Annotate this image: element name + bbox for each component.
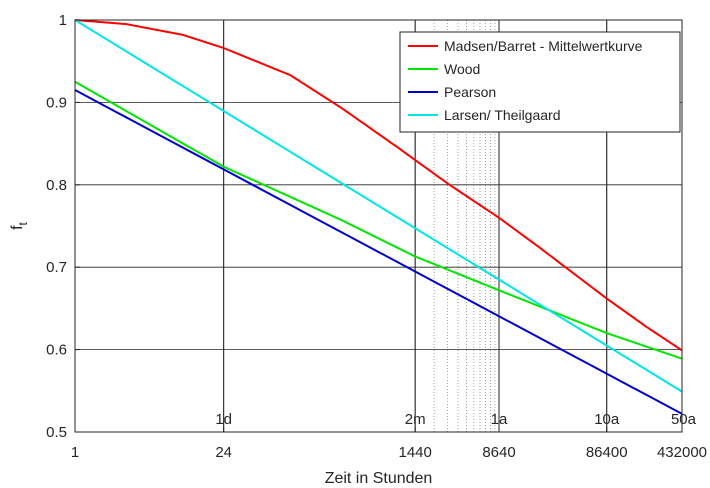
x-tick-label: 8640 (482, 444, 515, 461)
series-line (74, 19, 683, 393)
y-tick-label: 0.9 (46, 94, 67, 111)
plot-frame (74, 19, 683, 433)
x-tick-label: 1 (71, 444, 79, 461)
y-axis-label-subscript: t (16, 221, 30, 225)
legend-label: Pearson (444, 84, 496, 100)
y-tick-label: 0.5 (46, 424, 67, 441)
series-line (74, 19, 683, 352)
time-marker-label: 1d (215, 411, 232, 428)
y-axis-label-main: f (9, 225, 26, 230)
x-tick-label: 1440 (399, 444, 432, 461)
series-lines (74, 19, 683, 415)
x-axis-label: Zeit in Stunden (325, 470, 433, 487)
legend: Madsen/Barret - Mittelwertkurve Wood Pears… (399, 31, 681, 133)
legend-label: Wood (444, 61, 480, 77)
time-marker-label: 50a (671, 411, 697, 428)
series-line (74, 89, 683, 415)
axis-ticks: 1 24 1440 8640 86400 432000 0.5 0.6 0.7 0.8 0.9 1 (46, 12, 707, 461)
x-tick-label: 432000 (657, 444, 707, 461)
y-tick-label: 1 (59, 12, 67, 29)
legend-label: Larsen/ Theilgaard (444, 107, 560, 123)
y-axis-label: ft (9, 221, 30, 229)
y-tick-label: 0.7 (46, 259, 67, 276)
time-marker-label: 10a (594, 411, 620, 428)
time-marker-label: 2m (405, 411, 426, 428)
x-tick-label: 86400 (586, 444, 628, 461)
x-tick-label: 24 (215, 444, 232, 461)
legend-label: Madsen/Barret - Mittelwertkurve (444, 38, 643, 54)
series-line (74, 80, 683, 360)
time-marker-label: 1a (491, 411, 508, 428)
y-tick-label: 0.8 (46, 177, 67, 194)
legend-box (399, 31, 681, 133)
y-tick-label: 0.6 (46, 342, 67, 359)
